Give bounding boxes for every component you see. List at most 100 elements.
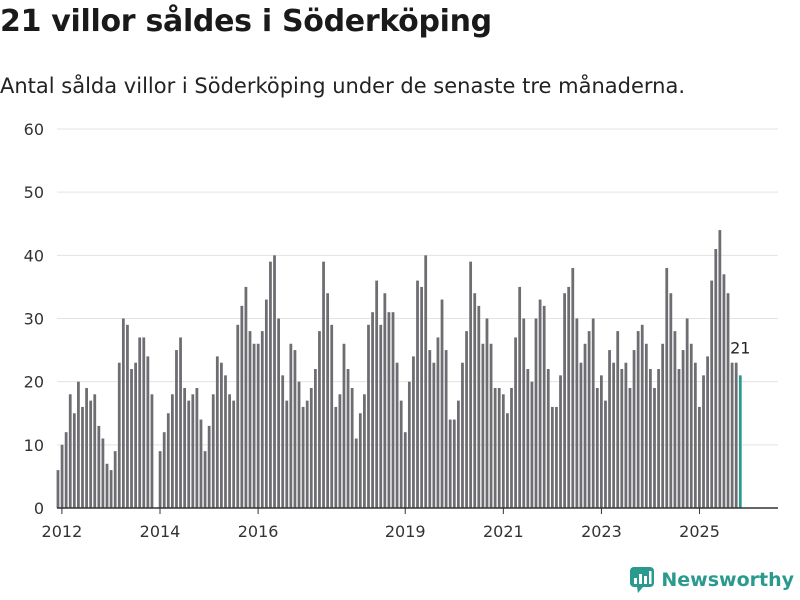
bar xyxy=(469,261,473,508)
bar xyxy=(440,299,444,508)
bar xyxy=(166,413,170,508)
bar xyxy=(170,394,174,508)
y-tick-label: 50 xyxy=(24,183,44,202)
bar xyxy=(579,362,583,508)
bar xyxy=(130,369,133,508)
bar xyxy=(665,267,669,508)
bar xyxy=(101,438,105,508)
x-tick-label: 2016 xyxy=(238,522,279,541)
bar xyxy=(644,343,648,508)
bar xyxy=(85,387,88,508)
bar xyxy=(285,400,289,508)
bar xyxy=(640,324,644,508)
bar xyxy=(363,394,366,508)
bar xyxy=(330,324,334,508)
bar xyxy=(575,318,579,508)
bar xyxy=(248,331,252,508)
y-tick-label: 30 xyxy=(24,310,44,329)
bar xyxy=(387,312,391,508)
bar xyxy=(117,362,121,508)
bar xyxy=(620,369,624,508)
bar xyxy=(350,387,354,508)
bar xyxy=(718,230,722,508)
newsworthy-logo-icon xyxy=(630,567,655,593)
bar xyxy=(653,387,656,508)
brand-logo: Newsworthy xyxy=(629,566,794,594)
bar xyxy=(342,343,346,508)
bar xyxy=(461,362,464,508)
bar xyxy=(677,369,681,508)
chart-subtitle: Antal sålda villor i Söderköping under d… xyxy=(0,74,685,98)
bar xyxy=(215,356,219,508)
highlight-bar xyxy=(738,375,742,508)
bar xyxy=(673,331,677,508)
bar xyxy=(436,337,440,508)
bar xyxy=(506,413,509,508)
bar xyxy=(522,318,526,508)
bar xyxy=(518,286,522,508)
y-tick-label: 20 xyxy=(24,373,44,392)
bar xyxy=(693,362,697,508)
bar xyxy=(477,305,481,508)
bar xyxy=(97,425,101,508)
bar xyxy=(587,331,591,508)
bar xyxy=(583,343,587,508)
bar xyxy=(730,362,734,508)
bar xyxy=(162,432,166,508)
bar xyxy=(126,324,129,508)
bar xyxy=(56,470,60,508)
bar xyxy=(305,400,309,508)
x-tick-label: 2025 xyxy=(679,522,720,541)
bar xyxy=(591,318,595,508)
bar xyxy=(702,375,705,508)
bar xyxy=(420,286,423,508)
bar xyxy=(689,343,693,508)
bar xyxy=(379,324,383,508)
bar xyxy=(685,318,689,508)
bar xyxy=(407,381,411,508)
bar xyxy=(424,255,428,508)
x-tick-label: 2019 xyxy=(385,522,426,541)
bar xyxy=(571,267,575,508)
bar xyxy=(465,331,468,508)
bar xyxy=(710,280,714,508)
bar xyxy=(555,406,558,508)
bar xyxy=(473,293,477,508)
bar xyxy=(309,387,313,508)
bar xyxy=(542,305,546,508)
bar xyxy=(595,387,599,508)
bar xyxy=(567,286,571,508)
bar xyxy=(93,394,97,508)
bar xyxy=(412,356,415,508)
bar xyxy=(657,369,660,508)
bar xyxy=(371,312,374,508)
bar xyxy=(199,419,203,508)
chart-title: 21 villor såldes i Söderköping xyxy=(0,4,492,39)
bar xyxy=(456,400,460,508)
y-tick-label: 0 xyxy=(34,499,44,518)
bar xyxy=(338,394,342,508)
bar xyxy=(706,356,709,508)
bar xyxy=(207,425,211,508)
bar xyxy=(497,387,501,508)
bar xyxy=(191,394,195,508)
bar xyxy=(260,331,264,508)
bar xyxy=(269,261,272,508)
bar xyxy=(346,369,350,508)
bar xyxy=(68,394,72,508)
y-tick-label: 60 xyxy=(24,120,44,139)
x-tick-label: 2023 xyxy=(581,522,622,541)
bar xyxy=(232,400,236,508)
bar xyxy=(559,375,562,508)
x-tick-label: 2021 xyxy=(483,522,524,541)
bar xyxy=(391,312,395,508)
bar xyxy=(358,413,362,508)
data-label: 21 xyxy=(730,338,750,357)
bar xyxy=(485,318,489,508)
bar xyxy=(60,444,64,508)
bar xyxy=(293,350,297,508)
bar xyxy=(367,324,370,508)
bar xyxy=(534,318,538,508)
bar xyxy=(526,369,530,508)
bar xyxy=(313,369,317,508)
